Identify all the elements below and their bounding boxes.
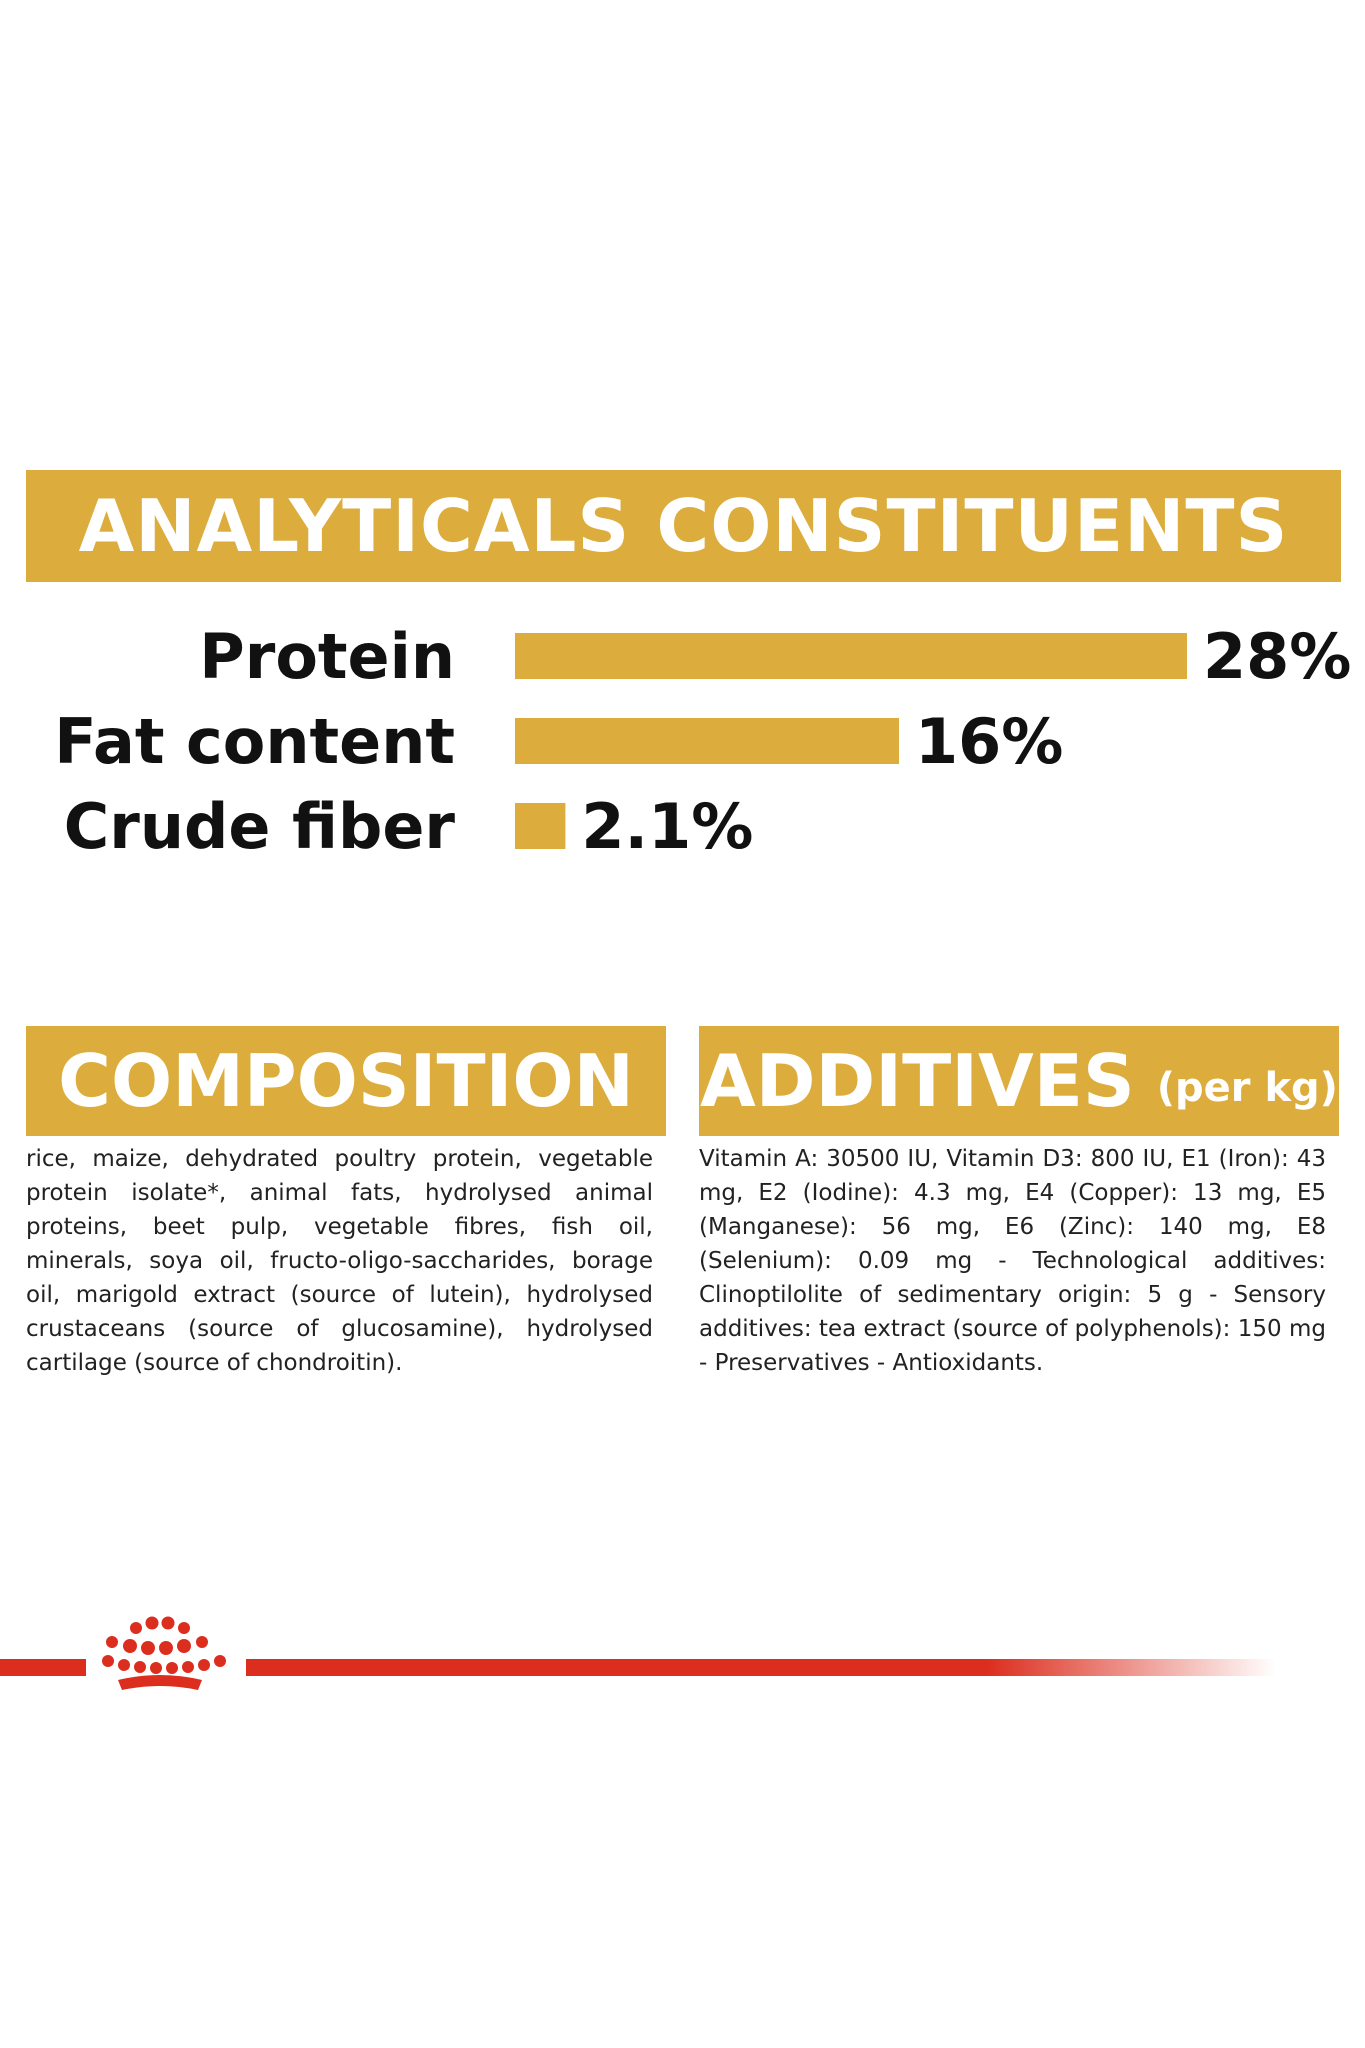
additives-title: ADDITIVES [700,1039,1135,1123]
bar-value-label: 16% [915,705,1063,778]
composition-title: COMPOSITION [58,1039,634,1123]
additives-text: Vitamin A: 30500 IU, Vitamin D3: 800 IU,… [699,1146,1326,1376]
additives-subtitle: (per kg) [1156,1065,1338,1111]
crown-icon [102,1616,226,1690]
additives-header: ADDITIVES (per kg) [699,1026,1339,1136]
brand-line-left [0,1659,86,1676]
brand-line-right [246,1659,1276,1676]
constituents-bar-chart: Protein 28% Fat content 16% Crude fiber 2.1% [54,620,1351,863]
brand-divider [0,1616,1276,1690]
bar [515,718,899,764]
bar-category-label: Crude fiber [64,790,456,863]
bar-value-label: 28% [1203,620,1351,693]
composition-header: COMPOSITION [26,1026,666,1136]
bar [515,803,566,849]
analytical-constituents-header: ANALYTICALS CONSTITUENTS [26,470,1341,582]
bar [515,633,1187,679]
bar-category-label: Protein [199,620,455,693]
bar-value-label: 2.1% [581,790,753,863]
bar-category-label: Fat content [54,705,455,778]
composition-text: rice, maize, dehydrated poultry protein,… [26,1146,653,1376]
analytical-constituents-title: ANALYTICALS CONSTITUENTS [78,484,1289,568]
